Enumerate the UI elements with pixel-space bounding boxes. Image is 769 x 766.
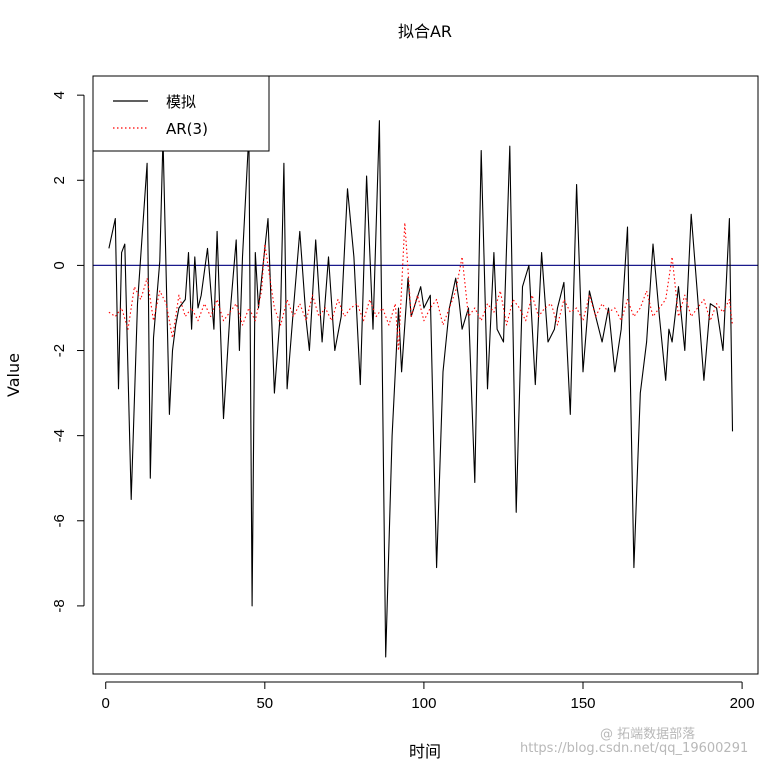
watermark-url: https://blog.csdn.net/qq_19600291 — [520, 741, 748, 756]
y-axis: -8 -6 -4 -2 0 2 4 — [51, 91, 85, 613]
y-tick-label: -6 — [51, 514, 68, 527]
x-tick-label: 200 — [730, 695, 755, 712]
x-axis-title: 时间 — [409, 742, 441, 761]
x-tick-label: 150 — [570, 695, 595, 712]
legend-label-ar3: AR(3) — [166, 120, 208, 138]
x-tick-label: 50 — [256, 695, 273, 712]
y-tick-label: -2 — [51, 344, 68, 357]
plot-frame — [92, 75, 759, 675]
y-tick-label: -8 — [51, 599, 68, 612]
watermark: @ 拓端数据部落 https://blog.csdn.net/qq_196002… — [520, 727, 748, 756]
x-tick-label: 0 — [102, 695, 110, 712]
y-tick-label: 2 — [51, 176, 68, 184]
legend-box — [92, 75, 270, 152]
y-tick-label: 0 — [51, 261, 68, 269]
y-axis-title: Value — [4, 353, 23, 397]
x-axis: 0 50 100 150 200 — [102, 681, 755, 712]
legend-label-simulated: 模拟 — [166, 93, 196, 111]
x-tick-label: 100 — [411, 695, 436, 712]
series-line-simulated — [108, 120, 734, 658]
y-tick-label: -4 — [51, 429, 68, 442]
chart-title: 拟合AR — [398, 22, 452, 41]
y-tick-label: 4 — [51, 91, 68, 99]
watermark-brand: @ 拓端数据部落 — [600, 727, 695, 742]
series-layer — [93, 120, 758, 658]
legend: 模拟 AR(3) — [92, 75, 270, 152]
